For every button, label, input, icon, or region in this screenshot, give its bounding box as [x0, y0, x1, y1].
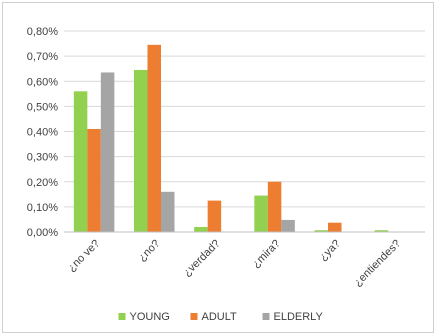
bar-adult-0 [87, 128, 101, 232]
legend-swatch-elderly [262, 313, 270, 320]
legend-swatch-adult [190, 313, 198, 320]
bar-elderly-0 [100, 72, 115, 232]
bar-young-1 [134, 69, 148, 232]
bar-adult-3 [267, 181, 282, 232]
legend-label-adult: ADULT [202, 311, 238, 323]
y-tick-label: 0,30% [27, 152, 58, 164]
bar-adult-2 [207, 200, 222, 232]
x-axis-tick-labels: ¿no ve? ¿no? ¿verdad? ¿mira? ¿ya? ¿entiendes? [66, 238, 403, 289]
y-tick-label: 0,10% [27, 202, 58, 214]
legend-swatch-young [118, 313, 126, 320]
y-tick-label: 0,60% [27, 76, 58, 88]
x-tick-label: ¿no? [136, 238, 162, 264]
bar-young-5 [374, 230, 389, 232]
x-tick-label: ¿mira? [250, 238, 283, 271]
x-tick-label: ¿no ve? [66, 238, 103, 275]
bar-elderly-1 [161, 191, 175, 232]
y-tick-label: 0,70% [27, 51, 58, 63]
legend-label-elderly: ELDERLY [274, 311, 324, 323]
bar-young-3 [254, 195, 268, 232]
y-tick-label: 0,50% [27, 101, 58, 113]
bar-elderly-3 [281, 219, 295, 232]
x-tick-label: ¿ya? [317, 238, 343, 264]
bar-young-2 [194, 226, 208, 232]
bar-young-4 [314, 230, 328, 232]
bar-adult-1 [147, 44, 161, 232]
y-tick-label: 0,20% [27, 177, 58, 189]
legend-label-young: YOUNG [130, 311, 170, 323]
y-tick-label: 0,80% [27, 26, 58, 38]
y-tick-label: 0,00% [27, 227, 58, 239]
legend: YOUNG ADULT ELDERLY [118, 311, 324, 323]
x-tick-label: ¿verdad? [181, 238, 222, 279]
gridlines [64, 30, 425, 208]
bar-adult-4 [328, 222, 342, 232]
y-tick-label: 0,40% [27, 127, 58, 139]
y-axis-tick-labels: 0,00% 0,10% 0,20% 0,30% 0,40% 0,50% 0,60% 0,70%… [27, 26, 58, 239]
bars [73, 44, 389, 232]
x-tick-label: ¿entiendes? [352, 238, 403, 289]
bar-young-0 [73, 91, 88, 232]
